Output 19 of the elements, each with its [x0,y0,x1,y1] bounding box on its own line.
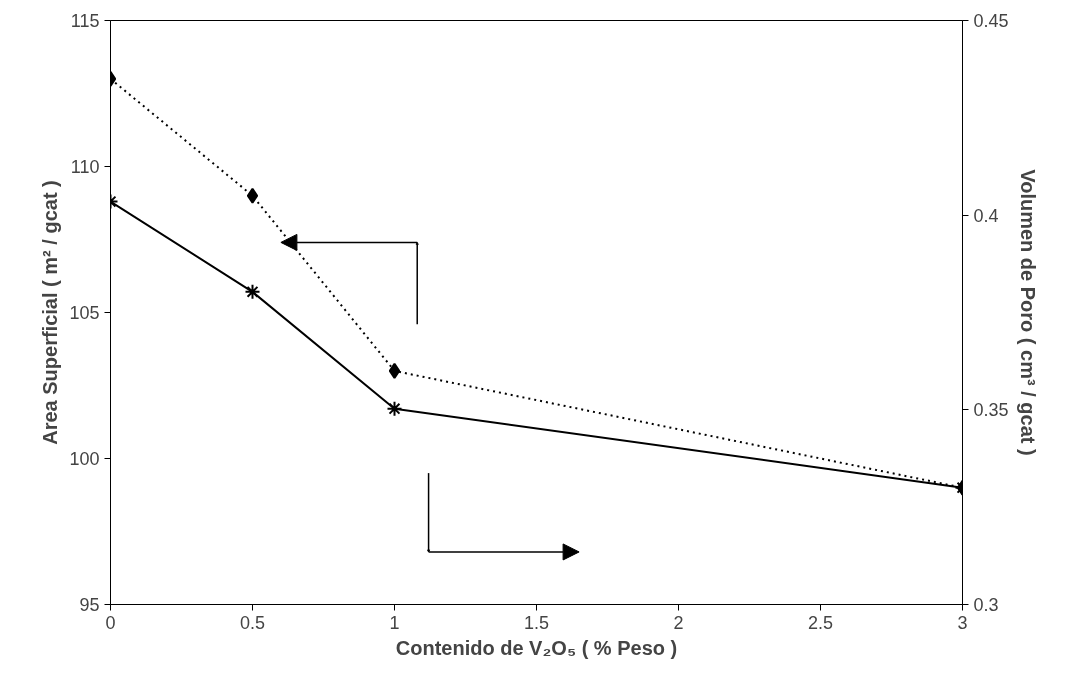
y2-axis-title: Volumen de Poro ( cm³ / gcat ) [1016,169,1039,456]
y2-tick-label: 0.4 [973,205,999,226]
y-tick-label: 115 [70,11,100,31]
x-tick-label: 1.5 [523,612,550,633]
y-tick-label: 110 [70,157,100,177]
y-tick-label: 105 [69,303,100,323]
y-tick-label: 95 [79,595,100,615]
x-tick-label: 2.5 [807,612,834,633]
x-tick-label: 3 [957,612,968,633]
y-tick-label: 100 [69,449,100,469]
y-axis-title: Area Superficial ( m² / gcat ) [39,180,62,445]
x-tick-label: 0 [105,612,116,633]
y2-tick-label: 0.3 [973,595,999,615]
y2-tick-label: 0.35 [973,400,1009,421]
y2-tick-label: 0.45 [973,11,1009,31]
x-tick-label: 1 [389,612,400,633]
x-tick-label: 0.5 [239,612,266,633]
x-tick-label: 2 [673,612,684,633]
x-axis-title: Contenido de V₂O₅ ( % Peso ) [395,636,678,659]
